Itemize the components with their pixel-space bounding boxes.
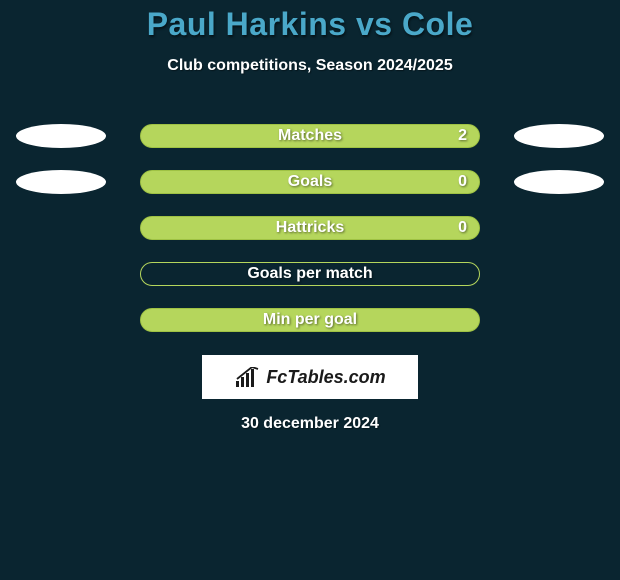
logo-text: FcTables.com bbox=[266, 367, 385, 388]
stat-row: Min per goal bbox=[0, 297, 620, 343]
chart-icon bbox=[234, 367, 260, 387]
player-right-ellipse bbox=[514, 170, 604, 194]
stat-value: 0 bbox=[458, 173, 467, 191]
player-left-ellipse bbox=[16, 124, 106, 148]
stat-label: Min per goal bbox=[263, 311, 357, 329]
logo-badge: FcTables.com bbox=[202, 355, 418, 399]
infographic-container: Paul Harkins vs Cole Club competitions, … bbox=[0, 0, 620, 433]
stats-area: Matches 2 Goals 0 Hattricks 0 Goals per match M… bbox=[0, 113, 620, 343]
date-text: 30 december 2024 bbox=[241, 415, 379, 433]
stat-bar: Matches 2 bbox=[140, 124, 480, 148]
player-right-ellipse bbox=[514, 124, 604, 148]
stat-bar: Hattricks 0 bbox=[140, 216, 480, 240]
stat-row: Matches 2 bbox=[0, 113, 620, 159]
stat-label: Goals bbox=[288, 173, 332, 191]
stat-row: Hattricks 0 bbox=[0, 205, 620, 251]
stat-value: 2 bbox=[458, 127, 467, 145]
stat-label: Hattricks bbox=[276, 219, 344, 237]
stat-label: Matches bbox=[278, 127, 342, 145]
player-left-ellipse bbox=[16, 170, 106, 194]
stat-row: Goals 0 bbox=[0, 159, 620, 205]
page-title: Paul Harkins vs Cole bbox=[147, 6, 474, 43]
stat-bar: Goals 0 bbox=[140, 170, 480, 194]
stat-value: 0 bbox=[458, 219, 467, 237]
stat-bar: Min per goal bbox=[140, 308, 480, 332]
stat-row: Goals per match bbox=[0, 251, 620, 297]
stat-bar: Goals per match bbox=[140, 262, 480, 286]
subtitle: Club competitions, Season 2024/2025 bbox=[167, 57, 452, 75]
stat-label: Goals per match bbox=[247, 265, 372, 283]
